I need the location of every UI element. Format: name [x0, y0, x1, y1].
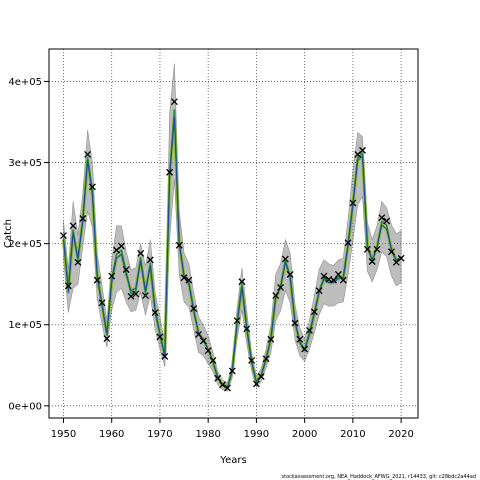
x-tick-label-3: 1980 [195, 429, 220, 440]
observed-point-1979 [199, 337, 207, 345]
x-tick-label-0: 1950 [51, 429, 76, 440]
observed-point-2003 [315, 287, 323, 295]
observed-point-1953 [74, 258, 82, 266]
observed-point-1988 [243, 325, 251, 333]
x-axis: 1950 1960 1970 1980 1990 2000 2010 2020 [51, 418, 414, 440]
observed-point-1965 [132, 290, 140, 298]
observed-point-1975 [180, 274, 188, 282]
observed-points [60, 98, 405, 392]
observed-point-2012 [359, 146, 366, 154]
observed-point-1976 [185, 276, 193, 284]
observed-point-1959 [103, 335, 111, 342]
observed-point-1966 [137, 249, 145, 257]
y-axis: 0e+00 1e+05 2e+05 3e+05 4e+05 [8, 77, 49, 412]
observed-point-1956 [88, 183, 96, 191]
y-axis-title: Catch [3, 219, 14, 248]
observed-point-1968 [146, 256, 154, 264]
plot-frame [48, 48, 419, 419]
observed-point-1963 [122, 266, 130, 274]
observed-point-2001 [306, 326, 313, 334]
observed-point-2008 [339, 276, 347, 284]
observed-point-1984 [224, 384, 231, 392]
observed-point-1974 [175, 241, 183, 249]
observed-point-2000 [301, 345, 309, 353]
x-axis-title: Years [219, 455, 246, 466]
observed-point-1978 [195, 331, 202, 338]
observed-point-1995 [277, 283, 284, 291]
y-tick-label-1: 1e+05 [8, 320, 42, 331]
observed-point-2009 [344, 239, 352, 247]
source-footnote: stockassessment.org, NEA_Haddock_AFWG_20… [282, 474, 477, 480]
observed-point-1960 [108, 272, 116, 280]
observed-point-1972 [166, 168, 174, 176]
observed-point-1970 [156, 333, 164, 341]
observed-point-1952 [69, 222, 77, 230]
y-tick-label-3: 3e+05 [8, 158, 42, 169]
observed-point-1997 [286, 270, 294, 278]
observed-point-2007 [334, 270, 342, 278]
y-tick-label-4: 4e+05 [8, 77, 42, 88]
observed-point-1990 [252, 380, 260, 388]
observed-point-1983 [219, 381, 227, 389]
observed-point-1985 [228, 367, 236, 375]
observed-point-2018 [388, 248, 395, 256]
observed-point-1973 [170, 98, 178, 106]
observed-point-1954 [79, 215, 87, 222]
observed-point-1958 [98, 299, 106, 307]
observed-point-2002 [310, 308, 318, 316]
x-tick-label-6: 2010 [340, 429, 365, 440]
observed-point-2013 [363, 245, 371, 253]
observed-point-1991 [257, 373, 265, 381]
observed-point-1993 [267, 335, 275, 343]
y-tick-label-2: 2e+05 [8, 239, 42, 250]
observed-point-1957 [93, 276, 101, 284]
observed-point-1950 [60, 232, 67, 239]
x-tick-label-2: 1970 [147, 429, 172, 440]
observed-point-1996 [281, 255, 289, 263]
observed-point-2020 [397, 254, 405, 262]
observed-point-1994 [272, 292, 280, 300]
x-tick-label-7: 2020 [388, 429, 413, 440]
observed-point-1999 [296, 335, 304, 343]
x-tick-label-1: 1960 [99, 429, 124, 440]
observed-point-1992 [262, 355, 270, 363]
observed-point-2010 [349, 199, 357, 207]
observed-point-1981 [209, 356, 217, 364]
observed-point-1971 [161, 352, 169, 360]
observed-point-1955 [84, 150, 92, 158]
observed-point-1980 [204, 347, 212, 355]
observed-point-1998 [291, 319, 299, 327]
observed-point-1967 [142, 292, 149, 300]
y-tick-label-0: 0e+00 [8, 401, 42, 412]
x-tick-label-5: 2000 [292, 429, 317, 440]
observed-point-1989 [248, 356, 256, 364]
observed-point-2017 [383, 217, 391, 225]
observed-point-2016 [378, 214, 386, 222]
observed-point-2014 [368, 258, 376, 265]
observed-point-1969 [151, 309, 159, 317]
observed-point-1986 [233, 317, 241, 325]
observed-point-2006 [330, 276, 338, 284]
x-tick-label-4: 1990 [244, 429, 269, 440]
observed-point-2004 [320, 272, 328, 280]
observed-point-1962 [117, 242, 125, 250]
observed-point-1982 [214, 374, 222, 382]
observed-point-1987 [238, 278, 246, 286]
observed-point-1977 [190, 305, 198, 312]
observed-point-1951 [64, 282, 72, 290]
observed-point-1964 [127, 292, 135, 300]
observed-point-2015 [373, 245, 381, 253]
